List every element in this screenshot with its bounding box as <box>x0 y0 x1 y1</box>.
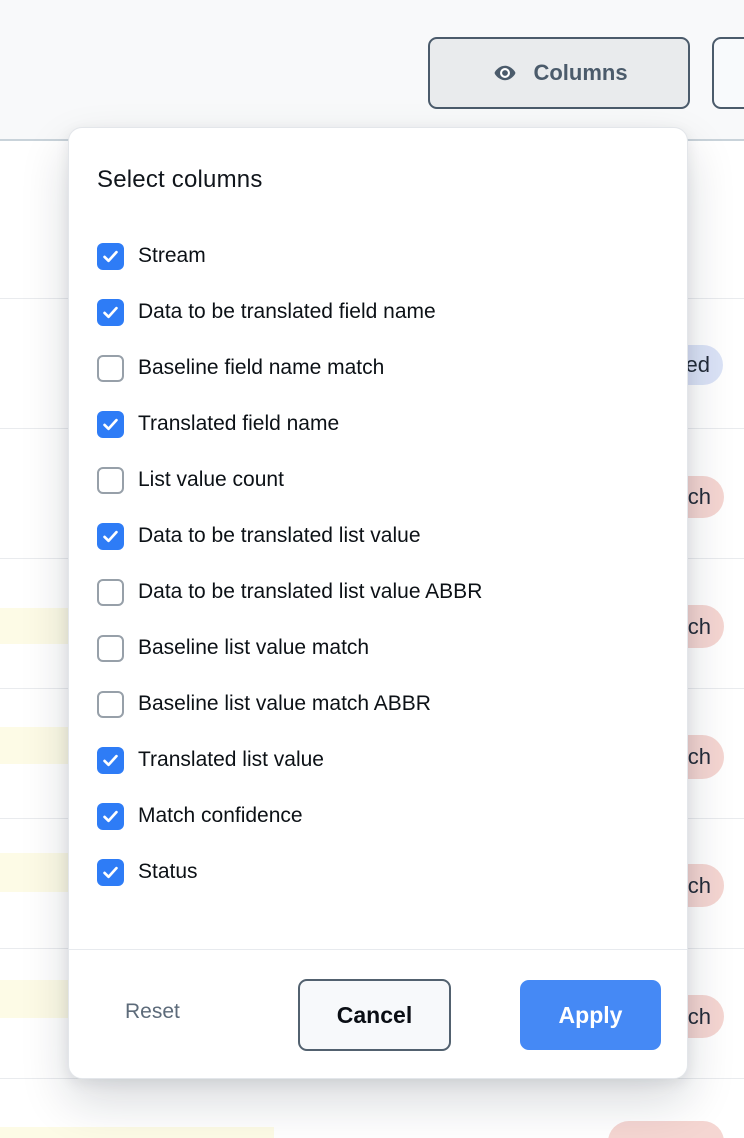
checkbox-checked-icon[interactable] <box>97 522 124 550</box>
checkbox-unchecked-icon[interactable] <box>97 578 124 606</box>
column-option-label: Baseline list value match ABBR <box>138 692 431 715</box>
checkbox-checked-icon[interactable] <box>97 410 124 438</box>
popover-footer: Reset Cancel Apply <box>69 949 687 1078</box>
column-option-row[interactable]: Data to be translated list value ABBR <box>97 564 667 620</box>
column-option-label: Data to be translated list value ABBR <box>138 580 483 603</box>
checkbox-checked-icon[interactable] <box>97 298 124 326</box>
toolbar-secondary-button[interactable] <box>712 37 744 109</box>
column-option-row[interactable]: Data to be translated list value <box>97 508 667 564</box>
column-option-row[interactable]: List value count <box>97 452 667 508</box>
checkbox-checked-icon[interactable] <box>97 746 124 774</box>
columns-button[interactable]: Columns <box>428 37 690 109</box>
column-option-label: Baseline list value match <box>138 636 370 659</box>
select-columns-popover: Select columns Stream Data to be translat… <box>68 127 688 1079</box>
check-icon <box>103 306 118 318</box>
column-option-label: Translated list value <box>138 748 324 771</box>
check-icon <box>103 418 118 430</box>
checkbox-checked-icon[interactable] <box>97 858 124 886</box>
checkbox-unchecked-icon[interactable] <box>97 634 124 662</box>
column-option-row[interactable]: Match confidence <box>97 788 667 844</box>
column-option-row[interactable]: Status <box>97 844 667 900</box>
columns-button-label: Columns <box>533 60 628 85</box>
check-icon <box>103 754 118 766</box>
status-badge <box>608 1121 724 1138</box>
row-highlight <box>0 1127 274 1138</box>
column-option-row[interactable]: Translated list value <box>97 732 667 788</box>
column-option-label: List value count <box>138 468 284 491</box>
column-option-row[interactable]: Translated field name <box>97 396 667 452</box>
apply-button[interactable]: Apply <box>520 980 661 1050</box>
checkbox-checked-icon[interactable] <box>97 242 124 270</box>
column-option-label: Stream <box>138 244 206 267</box>
check-icon <box>103 250 118 262</box>
column-option-label: Data to be translated field name <box>138 300 436 323</box>
column-option-row[interactable]: Stream <box>97 228 667 284</box>
eye-icon <box>495 65 516 81</box>
column-option-label: Translated field name <box>138 412 340 435</box>
column-option-label: Data to be translated list value <box>138 524 421 547</box>
column-option-label: Match confidence <box>138 804 303 827</box>
check-icon <box>103 866 118 878</box>
column-option-label: Status <box>138 860 198 883</box>
check-icon <box>103 530 118 542</box>
column-option-row[interactable]: Data to be translated field name <box>97 284 667 340</box>
column-option-row[interactable]: Baseline list value match <box>97 620 667 676</box>
column-option-row[interactable]: Baseline field name match <box>97 340 667 396</box>
checkbox-unchecked-icon[interactable] <box>97 690 124 718</box>
column-options-list: Stream Data to be translated field name Ba… <box>97 228 667 900</box>
column-option-label: Baseline field name match <box>138 356 385 379</box>
checkbox-checked-icon[interactable] <box>97 802 124 830</box>
checkbox-unchecked-icon[interactable] <box>97 354 124 382</box>
column-option-row[interactable]: Baseline list value match ABBR <box>97 676 667 732</box>
check-icon <box>103 810 118 822</box>
reset-button[interactable]: Reset <box>125 1000 180 1023</box>
cancel-button[interactable]: Cancel <box>298 979 451 1051</box>
popover-title: Select columns <box>97 166 263 193</box>
checkbox-unchecked-icon[interactable] <box>97 466 124 494</box>
